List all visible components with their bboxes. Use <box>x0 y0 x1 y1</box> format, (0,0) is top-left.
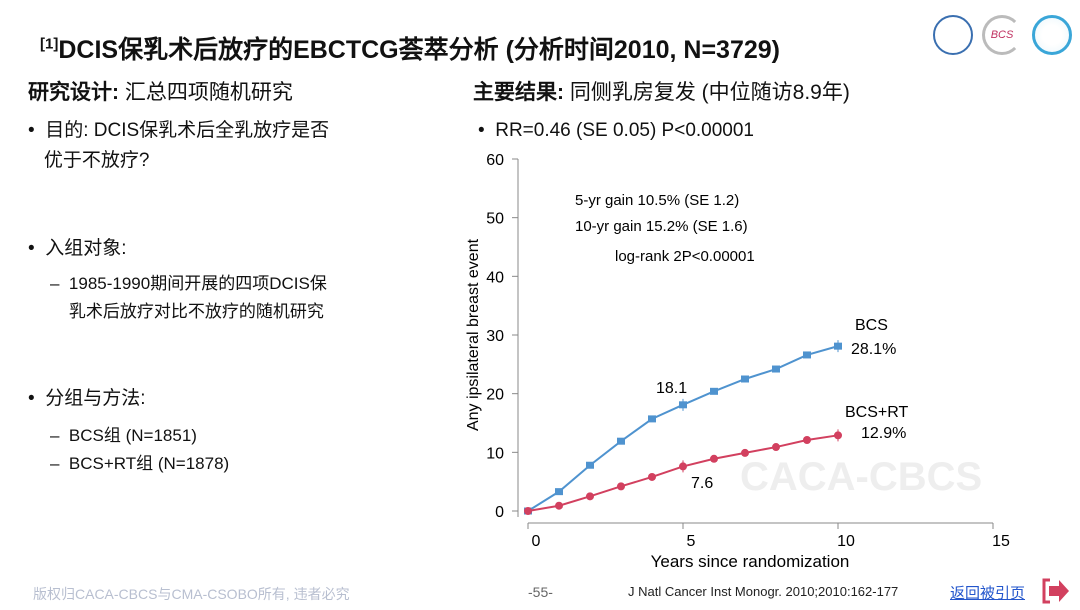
y-tick-label: 20 <box>486 387 504 404</box>
title-ref: [1] <box>40 35 59 53</box>
data-point <box>555 501 563 510</box>
y-tick-label: 30 <box>486 328 504 345</box>
y-axis-label: Any ipsilateral breast event <box>465 238 482 431</box>
bullet-groups: • 分组与方法: <box>28 388 146 409</box>
annotation: log-rank 2P<0.00001 <box>615 248 755 265</box>
data-point <box>648 415 656 423</box>
end-label-bcs: 28.1% <box>851 341 896 358</box>
series-name-bcs: BCS <box>855 317 888 334</box>
mid-label-bcsrt: 7.6 <box>691 475 713 492</box>
data-point <box>586 461 594 469</box>
end-label-bcsrt: 12.9% <box>861 425 906 442</box>
title-text: DCIS保乳术后放疗的EBCTCG荟萃分析 (分析时间2010, N=3729) <box>58 36 781 64</box>
series-name-bcsrt: BCS+RT <box>845 404 909 421</box>
y-tick-label: 0 <box>495 504 504 521</box>
y-tick-label: 10 <box>486 445 504 462</box>
y-tick-label: 40 <box>486 269 504 286</box>
data-point <box>617 482 625 491</box>
data-point <box>586 492 594 501</box>
bullet-purpose: • 目的: DCIS保乳术后全乳放疗是否 优于不放疗? <box>28 120 330 171</box>
groups-detail: – BCS组 (N=1851) – BCS+RT组 (N=1878) <box>50 426 230 473</box>
data-point <box>524 507 532 515</box>
page-number: -55- <box>528 584 553 600</box>
csobo-logo <box>1032 15 1072 55</box>
x-axis-label: Years since randomization <box>651 552 850 571</box>
y-tick-label: 60 <box>486 152 504 169</box>
right-heading: 主要结果: 同侧乳房复发 (中位随访8.9年) <box>473 81 850 104</box>
data-point <box>648 472 656 481</box>
slide-title: [1]DCIS保乳术后放疗的EBCTCG荟萃分析 (分析时间2010, N=37… <box>40 30 780 66</box>
caca-logo <box>933 15 973 55</box>
population-detail: – 1985-1990期间开展的四项DCIS保 乳术后放疗对比不放疗的随机研究 <box>50 274 327 321</box>
left-heading: 研究设计: 汇总四项随机研究 <box>28 81 293 104</box>
data-point <box>741 448 749 457</box>
data-point <box>772 365 780 373</box>
x-tick-label: 15 <box>992 533 1010 550</box>
data-point <box>803 351 811 359</box>
data-point <box>710 387 718 395</box>
annotation: 5-yr gain 10.5% (SE 1.2) <box>575 192 739 209</box>
x-tick-label: 10 <box>837 533 855 550</box>
back-link[interactable]: 返回被引页 <box>950 585 1026 602</box>
data-point <box>555 488 563 496</box>
y-tick-label: 50 <box>486 211 504 228</box>
copyright: 版权归CACA-CBCS与CMA-CSOBO所有, 违者必究 <box>33 586 350 602</box>
data-point <box>772 443 780 452</box>
chart: CACA-CBCS 0 10 20 30 40 50 60 0 5 10 15 Years since … <box>465 152 1010 571</box>
bcs-logo: BCS <box>982 15 1022 55</box>
watermark: CACA-CBCS <box>740 455 982 499</box>
rr-bullet: • RR=0.46 (SE 0.05) P<0.00001 <box>478 120 755 141</box>
back-arrow-icon[interactable] <box>1040 576 1070 606</box>
x-tick-label: 0 <box>532 533 541 550</box>
data-point <box>710 454 718 463</box>
annotation: 10-yr gain 15.2% (SE 1.6) <box>575 218 748 235</box>
bullet-population: • 入组对象: <box>28 238 127 259</box>
data-point <box>617 437 625 445</box>
mid-label-bcs: 18.1 <box>656 380 687 397</box>
data-point <box>741 375 749 383</box>
data-point <box>803 436 811 445</box>
citation: J Natl Cancer Inst Monogr. 2010;2010:162… <box>628 584 899 599</box>
x-tick-label: 5 <box>687 533 696 550</box>
